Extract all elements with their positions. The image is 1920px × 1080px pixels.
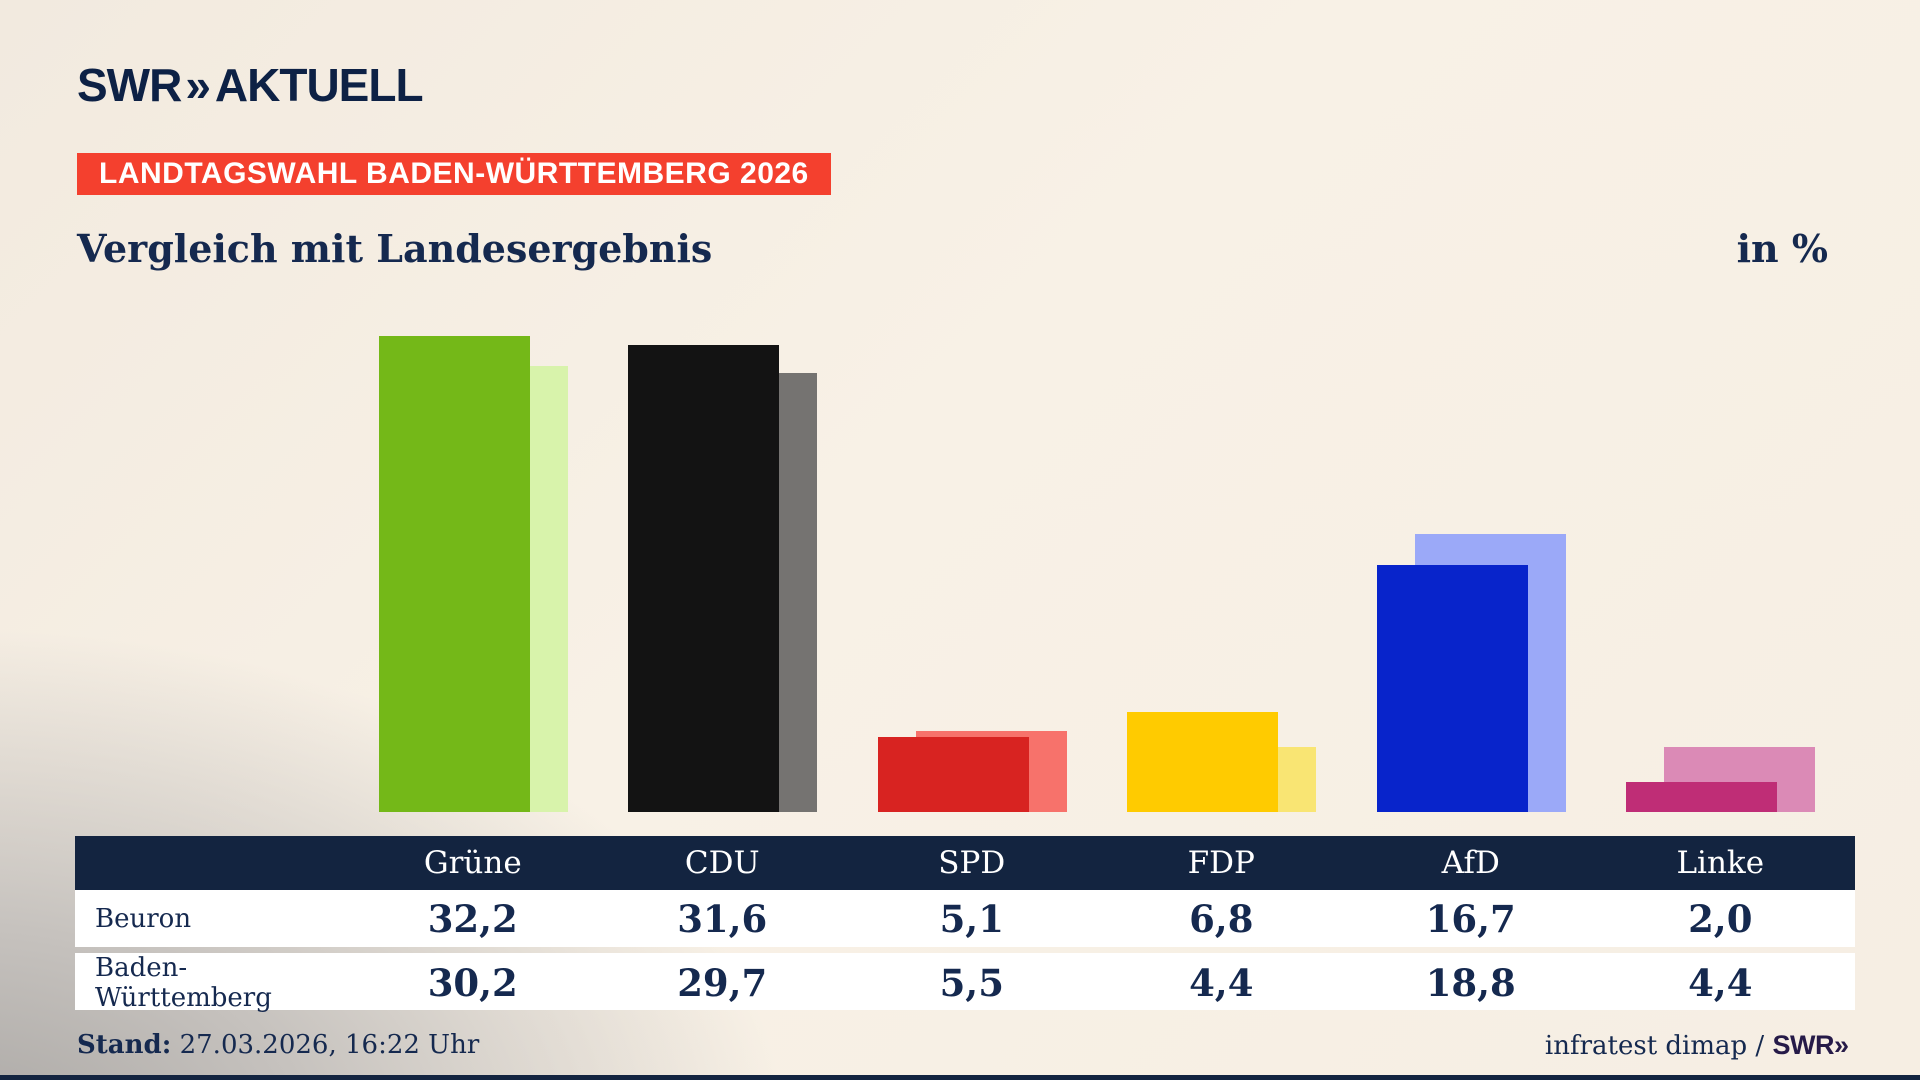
bar-chart (379, 336, 1815, 812)
row-label: Beuron (95, 903, 192, 934)
bar-pair-1 (628, 344, 818, 812)
bar-beuron (1127, 711, 1279, 812)
value-cell: 16,7 (1425, 896, 1516, 941)
bar-pair-0 (379, 336, 568, 812)
swr-aktuell-logo: SWR» AKTUELL (77, 58, 424, 112)
column-header-cdu: CDU (684, 845, 760, 881)
bar-beuron (877, 736, 1029, 812)
column-header-fdp: FDP (1187, 845, 1255, 881)
column-header-afd: AfD (1441, 845, 1500, 881)
bar-pair-2 (877, 730, 1067, 812)
table-row-beuron: Beuron 32,2 31,6 5,1 6,8 16,7 2,0 (75, 890, 1855, 947)
stand-value: 27.03.2026, 16:22 Uhr (171, 1030, 480, 1060)
value-cell: 5,5 (939, 961, 1004, 1005)
stand-label: Stand: (77, 1030, 172, 1060)
page-title: Vergleich mit Landesergebnis (77, 226, 713, 271)
value-cell: 18,8 (1425, 961, 1516, 1005)
swr-logo-small: SWR» (1772, 1030, 1849, 1060)
column-header-linke: Linke (1676, 845, 1765, 881)
results-table: Grüne CDU SPD FDP AfD Linke Beuron 32,2 … (75, 836, 1855, 1013)
table-row-baden-wuerttemberg: Baden-Württemberg 30,2 29,7 5,5 4,4 18,8… (75, 953, 1855, 1013)
column-header-spd: SPD (938, 845, 1006, 881)
table-header-row: Grüne CDU SPD FDP AfD Linke (75, 836, 1855, 890)
swr-logo-text: SWR (77, 59, 182, 111)
value-cell: 5,1 (939, 896, 1004, 941)
value-cell: 29,7 (677, 961, 768, 1005)
value-cell: 4,4 (1189, 961, 1254, 1005)
row-label: Baden-Württemberg (95, 953, 272, 1013)
bottom-bar (0, 1075, 1920, 1080)
value-cell: 30,2 (427, 961, 518, 1005)
timestamp: Stand: 27.03.2026, 16:22 Uhr (77, 1030, 479, 1060)
value-cell: 32,2 (427, 896, 518, 941)
bar-beuron (628, 344, 780, 812)
credit-chevrons-icon: » (1833, 1030, 1849, 1060)
landtagswahl-badge: LANDTAGSWAHL BADEN-WÜRTTEMBERG 2026 (77, 153, 831, 195)
bar-beuron (1626, 782, 1777, 812)
bar-pair-5 (1626, 746, 1815, 812)
bar-beuron (379, 336, 530, 812)
logo-section-text: AKTUELL (214, 59, 424, 111)
value-cell: 6,8 (1189, 896, 1254, 941)
column-header-gruene: Grüne (423, 845, 522, 881)
source-credit: infratest dimap / SWR» (1544, 1030, 1849, 1061)
bar-beuron (1376, 565, 1528, 812)
credit-text: infratest dimap / (1544, 1031, 1773, 1061)
unit-label: in % (1736, 226, 1828, 271)
value-cell: 31,6 (677, 896, 768, 941)
bar-pair-3 (1127, 711, 1317, 812)
value-cell: 2,0 (1688, 896, 1753, 941)
value-cell: 4,4 (1688, 961, 1753, 1005)
logo-chevrons-icon: » (185, 59, 210, 111)
bar-pair-4 (1376, 534, 1566, 812)
